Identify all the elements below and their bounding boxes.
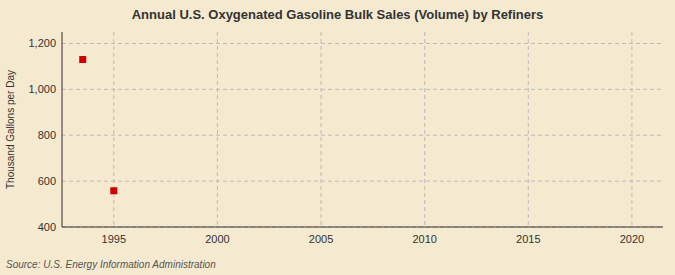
source-note: Source: U.S. Energy Information Administ… — [6, 259, 216, 270]
x-axis-line — [62, 227, 663, 228]
axes: 400 600 800 1,000 1,200 1995 2000 2005 2010 2015 2… — [28, 32, 663, 245]
points — [79, 56, 117, 194]
title: Annual U.S. Oxygenated Gasoline Bulk Sal… — [132, 7, 544, 22]
y-axis-label: Thousand Gallons per Day — [5, 70, 16, 189]
x-grid-line — [217, 32, 218, 227]
y-tick-label: 1,200 — [28, 37, 56, 49]
point — [110, 187, 117, 194]
y-grid-line — [62, 181, 663, 182]
x-tick-label: 2005 — [309, 233, 333, 245]
grid — [62, 32, 663, 227]
y-grid-line — [62, 227, 663, 228]
y-axis-line — [62, 32, 63, 227]
y-tick-label: 600 — [38, 175, 56, 187]
x-tick-label: 2000 — [205, 233, 229, 245]
x-grid-line — [321, 32, 322, 227]
y-tick-label: 400 — [38, 221, 56, 233]
y-tick-label: 1,000 — [28, 83, 56, 95]
x-tick-label: 1995 — [102, 233, 126, 245]
y-grid-line — [62, 89, 663, 90]
y-grid-line — [62, 135, 663, 136]
x-grid-line — [631, 32, 632, 227]
chart: 400 600 800 1,000 1,200 1995 2000 2005 2010 2015 2… — [0, 0, 675, 275]
x-grid-line — [528, 32, 529, 227]
y-tick-label: 800 — [38, 129, 56, 141]
x-tick-label: 2010 — [412, 233, 436, 245]
x-tick-label: 2020 — [620, 233, 644, 245]
y-grid-line — [62, 43, 663, 44]
x-grid-line — [113, 32, 114, 227]
background — [0, 0, 675, 275]
x-tick-label: 2015 — [516, 233, 540, 245]
x-grid-line — [424, 32, 425, 227]
point — [79, 56, 86, 63]
